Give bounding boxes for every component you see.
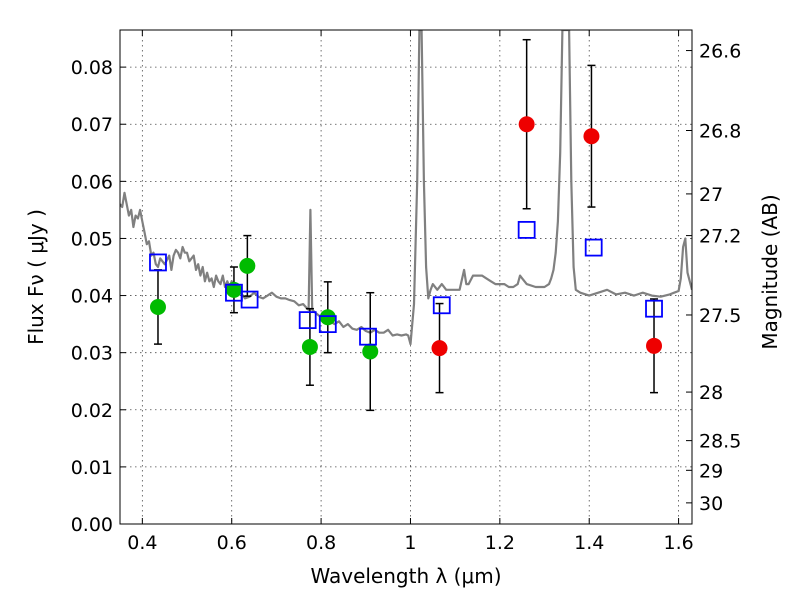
y-tick-label: 0.00 — [71, 514, 113, 536]
y-tick-label: 0.07 — [71, 114, 113, 136]
data-point — [583, 128, 600, 145]
y-tick-label: 0.06 — [71, 171, 113, 193]
x-axis-label: Wavelength λ (μm) — [310, 564, 501, 588]
model-point — [645, 299, 663, 318]
x-tick-label: 1.4 — [574, 532, 604, 554]
right-axis-label: Magnitude (AB) — [758, 194, 782, 349]
data-point — [301, 338, 318, 355]
data-point — [149, 298, 166, 315]
x-tick-label: 1.6 — [663, 532, 693, 554]
data-point — [225, 281, 242, 298]
model-point — [517, 220, 536, 239]
model-point — [240, 290, 259, 309]
data-point — [518, 116, 535, 133]
plot-frame — [119, 29, 693, 525]
x-tick-label: 0.6 — [217, 532, 247, 554]
data-point — [646, 337, 663, 354]
grid — [120, 30, 692, 525]
x-tick-label: 1 — [404, 532, 416, 554]
markers — [149, 38, 663, 412]
right-tick-label: 27 — [699, 184, 723, 206]
model-point — [359, 327, 377, 346]
y-tick-label: 0.03 — [71, 343, 113, 365]
spectrum-series — [120, 30, 692, 346]
y-tick-label: 0.02 — [71, 400, 113, 422]
data-point — [239, 257, 256, 274]
right-tick-label: 29 — [699, 460, 723, 482]
y-tick-label: 0.08 — [71, 57, 113, 79]
y-tick-label: 0.04 — [71, 286, 113, 308]
right-tick-label: 27.2 — [699, 226, 741, 248]
model-point — [432, 296, 451, 315]
y-axis-label: Flux Fν ( μJy ) — [24, 209, 48, 345]
model-point — [318, 315, 337, 334]
ticks: 0.4 0.6 0.8 1 1.2 1.4 1.6 0.00 0.01 0.02 0.03 0.04 0… — [71, 30, 741, 554]
right-tick-label: 28.5 — [699, 431, 741, 453]
x-axis-label-text: Wavelength λ (μm) — [310, 564, 501, 588]
y-axis-label-text: Flux Fν ( μJy ) — [24, 209, 48, 345]
right-axis-label-text: Magnitude (AB) — [758, 194, 782, 349]
model-point — [149, 253, 167, 272]
data-point — [431, 340, 448, 357]
right-tick-label: 28 — [699, 382, 723, 404]
right-tick-label: 30 — [699, 493, 723, 515]
x-tick-label: 0.8 — [306, 532, 336, 554]
y-tick-label: 0.01 — [71, 457, 113, 479]
y-tick-label: 0.05 — [71, 228, 113, 250]
model-point — [298, 311, 317, 330]
spectrum-line — [120, 30, 692, 346]
right-tick-label: 26.6 — [699, 41, 741, 63]
data-point — [362, 343, 379, 360]
data-point — [319, 309, 336, 326]
right-tick-label: 27.5 — [699, 305, 741, 327]
model-point — [584, 238, 603, 257]
right-tick-label: 26.8 — [699, 121, 741, 143]
x-tick-label: 0.4 — [127, 532, 157, 554]
x-tick-label: 1.2 — [485, 532, 515, 554]
